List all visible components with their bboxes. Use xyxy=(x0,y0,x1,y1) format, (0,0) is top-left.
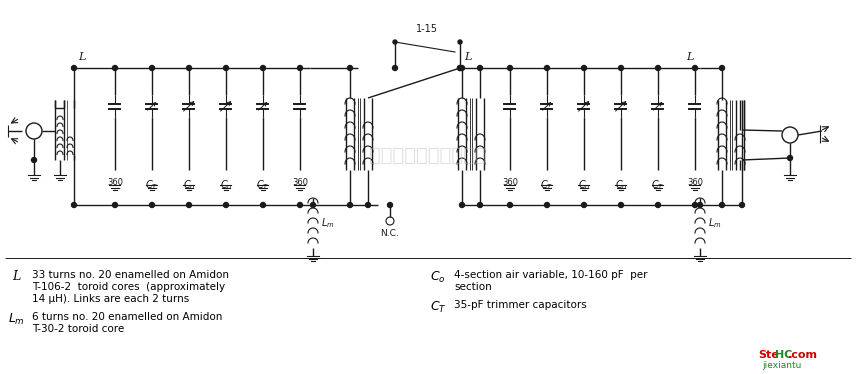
Text: L: L xyxy=(12,270,21,283)
Circle shape xyxy=(581,202,586,208)
Circle shape xyxy=(32,157,37,162)
Text: $C_T$: $C_T$ xyxy=(256,178,270,192)
Circle shape xyxy=(720,65,724,71)
Text: .com: .com xyxy=(788,350,818,360)
Circle shape xyxy=(656,65,661,71)
Circle shape xyxy=(223,202,229,208)
Text: $C_o$: $C_o$ xyxy=(615,178,627,192)
Circle shape xyxy=(457,65,462,71)
Text: $C_o$: $C_o$ xyxy=(220,178,232,192)
Text: $C_T$: $C_T$ xyxy=(651,178,665,192)
Circle shape xyxy=(348,65,353,71)
Circle shape xyxy=(150,202,154,208)
Circle shape xyxy=(223,65,229,71)
Circle shape xyxy=(150,65,154,71)
Circle shape xyxy=(458,40,462,44)
Text: 4-section air variable, 10-160 pF  per: 4-section air variable, 10-160 pF per xyxy=(454,270,647,280)
Circle shape xyxy=(740,202,745,208)
Circle shape xyxy=(720,202,724,208)
Text: $C_T$: $C_T$ xyxy=(540,178,554,192)
Circle shape xyxy=(478,65,483,71)
Circle shape xyxy=(260,65,265,71)
Text: 33 turns no. 20 enamelled on Amidon: 33 turns no. 20 enamelled on Amidon xyxy=(32,270,229,280)
Circle shape xyxy=(348,202,353,208)
Text: 14 μH). Links are each 2 turns: 14 μH). Links are each 2 turns xyxy=(32,294,189,304)
Circle shape xyxy=(693,202,698,208)
Circle shape xyxy=(508,202,513,208)
Text: 杨州特睹科技有限公司: 杨州特睹科技有限公司 xyxy=(369,145,487,165)
Text: $L_m$: $L_m$ xyxy=(708,216,722,230)
Circle shape xyxy=(260,202,265,208)
Circle shape xyxy=(508,65,513,71)
Circle shape xyxy=(187,202,192,208)
Circle shape xyxy=(298,65,302,71)
Circle shape xyxy=(457,65,462,71)
Text: 35-pF trimmer capacitors: 35-pF trimmer capacitors xyxy=(454,300,586,310)
Text: HC: HC xyxy=(775,350,793,360)
Circle shape xyxy=(112,65,117,71)
Circle shape xyxy=(619,65,623,71)
Text: jiexiantu: jiexiantu xyxy=(762,361,801,370)
Circle shape xyxy=(112,202,117,208)
Text: 360: 360 xyxy=(107,178,123,187)
Text: $L_m$: $L_m$ xyxy=(8,312,25,327)
Circle shape xyxy=(366,202,371,208)
Text: L: L xyxy=(78,52,86,62)
Circle shape xyxy=(460,65,465,71)
Circle shape xyxy=(460,202,465,208)
Text: 6 turns no. 20 enamelled on Amidon: 6 turns no. 20 enamelled on Amidon xyxy=(32,312,223,322)
Text: section: section xyxy=(454,282,491,292)
Text: $C_T$: $C_T$ xyxy=(146,178,158,192)
Circle shape xyxy=(619,202,623,208)
Circle shape xyxy=(393,40,397,44)
Circle shape xyxy=(693,65,698,71)
Circle shape xyxy=(656,202,661,208)
Circle shape xyxy=(393,65,397,71)
Text: 360: 360 xyxy=(502,178,518,187)
Circle shape xyxy=(388,202,393,208)
Circle shape xyxy=(544,202,550,208)
Circle shape xyxy=(72,65,76,71)
Text: T-30-2 toroid core: T-30-2 toroid core xyxy=(32,324,124,334)
Circle shape xyxy=(478,202,483,208)
Text: $C_o$: $C_o$ xyxy=(578,178,591,192)
Text: L: L xyxy=(464,52,472,62)
Text: T-106-2  toroid cores  (approximately: T-106-2 toroid cores (approximately xyxy=(32,282,225,292)
Text: $L_m$: $L_m$ xyxy=(321,216,335,230)
Text: 360: 360 xyxy=(687,178,703,187)
Circle shape xyxy=(72,202,76,208)
Text: 1-15: 1-15 xyxy=(416,24,438,34)
Circle shape xyxy=(581,65,586,71)
Circle shape xyxy=(698,202,703,208)
Circle shape xyxy=(788,156,793,160)
Text: $C_o$: $C_o$ xyxy=(430,270,446,285)
Text: Ste: Ste xyxy=(758,350,779,360)
Text: N.C.: N.C. xyxy=(381,229,400,238)
Circle shape xyxy=(311,202,316,208)
Circle shape xyxy=(544,65,550,71)
Text: $C_o$: $C_o$ xyxy=(182,178,195,192)
Circle shape xyxy=(298,202,302,208)
Circle shape xyxy=(187,65,192,71)
Text: 360: 360 xyxy=(292,178,308,187)
Text: L: L xyxy=(687,52,694,62)
Text: $C_T$: $C_T$ xyxy=(430,300,447,315)
